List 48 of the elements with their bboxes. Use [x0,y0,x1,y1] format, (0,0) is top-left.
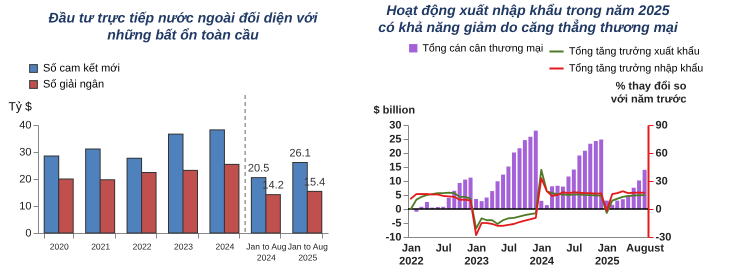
y-tick-label: 5 [395,190,402,202]
y-tick-label: 30 [19,146,32,158]
y2-tick-label: 60 [656,148,668,160]
legend-label: Tổng tăng trưởng nhập khẩu [569,62,704,74]
y-axis-title: $ billion [374,104,416,116]
y-tick-label: 25 [389,134,402,146]
x-tick-label: Jul [566,242,582,254]
x-tick-label: Jan 2025 [594,242,620,268]
y-tick-label: -10 [386,232,402,244]
line-series [410,168,646,230]
legend-label: Tổng tăng trưởng xuất khẩu [569,46,700,58]
y-tick-label: -5 [392,218,402,230]
data-label: 20.5 [248,162,270,175]
chart-title: Hoạt động xuất nhập khẩu trong năm 2025 có khả năng giảm do căng thẳng thương mại [378,2,679,35]
data-label: 26.1 [289,148,311,160]
line-series [410,177,646,236]
x-tick-label: Jan 2022 [399,242,424,268]
x-tick-label: 2023 [174,242,194,252]
x-tick-label: Jan to Aug 2025 [288,242,328,262]
y-tick-label: 20 [389,148,402,160]
x-tick-label: Jul [500,242,517,254]
x-tick-label: 2020 [50,242,69,252]
x-tick-label: 2022 [132,242,152,252]
y-axis-title: Tỷ $ [8,100,32,114]
x-tick-label: 2024 [215,242,235,252]
x-tick-label: 2021 [91,242,110,252]
y2-tick-label: 90 [656,120,668,132]
y-tick-label: 15 [389,162,402,174]
x-tick-label: Jan to Aug 2024 [246,242,287,262]
y2-tick-label: -30 [656,232,672,244]
y-tick-label: 10 [19,200,32,212]
y2-tick-label: 0 [656,204,662,216]
y-tick-label: 10 [389,176,402,188]
legend-label: Tổng cán cân thương mại [422,42,544,54]
y2-tick-label: 30 [656,176,668,188]
legend-label: Số cam kết mới [43,62,120,74]
y-tick-label: 30 [389,120,402,132]
x-tick-label: Jul [436,242,452,254]
x-tick-label: Jan 2023 [464,242,489,268]
y-tick-label: 20 [19,174,32,186]
x-tick-label: August [626,242,664,254]
y-tick-label: 0 [395,204,402,216]
y-tick-label: 40 [19,120,32,132]
chart-title: Đầu tư trực tiếp nước ngoài đối diện với những bất ổn toàn cầu [48,9,319,42]
x-tick-label: Jan 2024 [530,242,555,268]
legend-label: Số giải ngân [43,78,104,90]
y-tick-label: 0 [25,228,32,240]
y2-axis-title: % thay đổi so với năm trước [610,80,687,106]
